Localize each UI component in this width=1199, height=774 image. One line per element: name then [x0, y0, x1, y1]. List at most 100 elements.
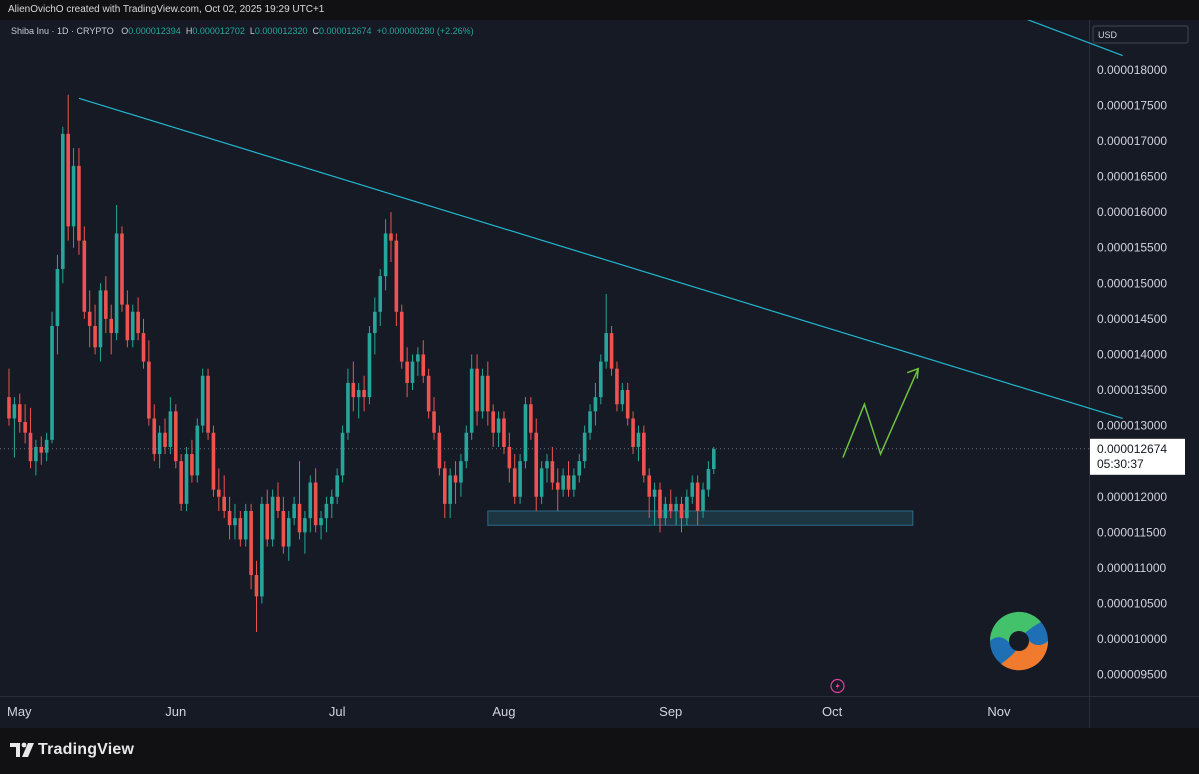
- candle: [383, 219, 388, 291]
- candle: [615, 361, 619, 412]
- candle-body: [674, 503, 678, 511]
- candle-body: [625, 390, 630, 419]
- candle: [71, 148, 76, 248]
- candle: [695, 475, 700, 526]
- candle: [136, 297, 140, 341]
- countdown-label: 05:30:37: [1097, 457, 1144, 471]
- price-tick-label: 0.000009500: [1097, 668, 1167, 682]
- open-value: 0.000012394: [128, 26, 181, 36]
- candle-body: [491, 411, 495, 433]
- candle-body: [534, 432, 539, 497]
- candle-body: [136, 311, 140, 334]
- candle: [281, 496, 286, 554]
- candle-body: [173, 411, 178, 462]
- candle-body: [222, 496, 226, 511]
- symbol-name: Shiba Inu · 1D · CRYPTO: [11, 26, 114, 36]
- candle-body: [475, 368, 479, 412]
- candle: [582, 425, 587, 469]
- candle: [233, 503, 237, 540]
- candle: [157, 425, 162, 469]
- chart-frame[interactable]: 0.000018000 0.000017500 0.000017000 0.00001…: [0, 20, 1199, 728]
- candle-body: [308, 482, 313, 519]
- candle-body: [44, 439, 49, 453]
- candle-body: [405, 361, 409, 383]
- candle: [265, 489, 270, 547]
- candle: [647, 468, 652, 519]
- candle: [636, 425, 641, 462]
- price-chart[interactable]: 0.000018000 0.000017500 0.000017000 0.00001…: [0, 20, 1199, 728]
- candle-body: [211, 432, 216, 490]
- candle: [399, 304, 404, 369]
- price-axis[interactable]: 0.000018000 0.000017500 0.000017000 0.00001…: [1090, 25, 1189, 682]
- candle-body: [367, 333, 372, 398]
- price-tick-label: 0.000017000: [1097, 134, 1167, 148]
- candle-body: [566, 475, 571, 490]
- candle-body: [604, 333, 608, 362]
- event-marker-icon[interactable]: [830, 678, 845, 694]
- price-tick-label: 0.000018000: [1097, 63, 1167, 77]
- candle: [658, 482, 662, 533]
- candle: [222, 475, 226, 519]
- candle-body: [109, 318, 114, 334]
- symbol-legend: Shiba Inu · 1D · CRYPTO O0.000012394 H0.…: [11, 26, 474, 36]
- candle-body: [152, 418, 157, 455]
- candle-body: [685, 496, 689, 519]
- price-tick-label: 0.000016500: [1097, 170, 1167, 184]
- candle: [206, 368, 210, 440]
- candle: [555, 468, 560, 511]
- candle-body: [690, 482, 695, 497]
- candle-body: [346, 382, 350, 433]
- support-zone[interactable]: [487, 510, 914, 526]
- candle: [243, 503, 248, 547]
- candle-body: [50, 325, 54, 440]
- change-value: +0.000000280 (+2.26%): [376, 26, 474, 36]
- candle: [77, 148, 81, 255]
- candle: [609, 325, 614, 376]
- candle-body: [238, 518, 243, 540]
- logo-center: [1009, 631, 1029, 651]
- low-label: L: [249, 26, 255, 36]
- candle: [249, 503, 253, 590]
- candle-body: [200, 375, 205, 426]
- candle-body: [324, 503, 329, 519]
- candle-body: [512, 468, 517, 497]
- projection-path[interactable]: [842, 368, 919, 458]
- candle-body: [459, 461, 463, 483]
- candle: [496, 411, 501, 447]
- upper-trendline[interactable]: [1010, 20, 1123, 57]
- candle: [109, 304, 114, 355]
- candle: [319, 510, 323, 540]
- time-tick-label: Nov: [987, 704, 1011, 719]
- candle: [373, 297, 377, 355]
- candle: [502, 411, 506, 455]
- candle: [631, 411, 635, 455]
- tradingview-wordmark: TradingView: [38, 741, 135, 758]
- candle: [227, 496, 232, 540]
- candle-body: [190, 454, 194, 476]
- candle-body: [582, 432, 587, 462]
- candle: [668, 489, 673, 519]
- candle-body: [254, 575, 259, 597]
- candle: [260, 496, 264, 604]
- currency-box[interactable]: [1092, 25, 1189, 44]
- candle: [459, 454, 463, 497]
- grid: [0, 20, 1199, 728]
- time-tick-label: May: [7, 704, 32, 719]
- candle: [44, 432, 49, 462]
- candle-body: [448, 475, 452, 504]
- candle: [286, 510, 291, 561]
- candle-body: [695, 482, 700, 511]
- candle: [599, 354, 603, 405]
- candle: [642, 425, 646, 483]
- candle: [534, 418, 539, 511]
- descending-trendline[interactable]: [78, 97, 1123, 420]
- candle-body: [66, 133, 70, 227]
- time-axis[interactable]: May Jun Jul Aug Sep Oct Nov: [7, 704, 1011, 719]
- candle: [405, 347, 409, 398]
- candle-body: [34, 446, 38, 462]
- price-tick-label: 0.000010500: [1097, 596, 1167, 610]
- candle-body: [270, 496, 275, 540]
- candle: [270, 489, 275, 547]
- candle-body: [292, 503, 296, 519]
- candle-body: [577, 461, 582, 476]
